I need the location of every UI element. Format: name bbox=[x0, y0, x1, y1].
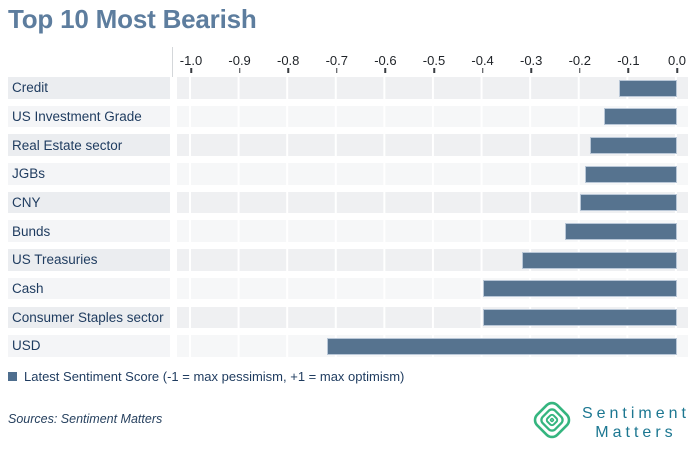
chart-row: US Treasuries bbox=[8, 249, 688, 278]
sentiment-bar bbox=[618, 79, 677, 97]
x-tick-mark bbox=[336, 68, 338, 73]
legend-label: Latest Sentiment Score (-1 = max pessimi… bbox=[24, 369, 405, 384]
row-plot bbox=[177, 105, 688, 128]
x-tick-label: -0.6 bbox=[374, 53, 397, 68]
row-plot bbox=[177, 249, 688, 271]
row-gap bbox=[170, 335, 177, 357]
x-tick-mark bbox=[238, 68, 241, 73]
chart-rows: Credit US Investment Grade Real Estate sec… bbox=[8, 77, 688, 364]
brand-logo: Sentiment Matters bbox=[531, 399, 690, 446]
row-label: US Treasuries bbox=[8, 249, 170, 271]
x-tick-label: -1.0 bbox=[179, 53, 203, 68]
row-gap bbox=[170, 106, 177, 128]
chart-row: Bunds bbox=[8, 220, 688, 249]
x-tick-mark bbox=[287, 68, 289, 73]
brand-logo-text: Sentiment Matters bbox=[582, 404, 690, 442]
x-tick-label: 0.0 bbox=[667, 53, 687, 68]
page-title: Top 10 Most Bearish bbox=[8, 4, 257, 34]
sentiment-bar bbox=[589, 136, 677, 154]
row-plot bbox=[177, 306, 688, 328]
x-tick-mark bbox=[481, 68, 484, 73]
row-label: Cash bbox=[8, 277, 170, 300]
row-plot bbox=[177, 335, 688, 357]
x-tick-mark bbox=[384, 68, 387, 73]
row-gap bbox=[170, 77, 177, 99]
brand-logo-line2: Matters bbox=[595, 423, 677, 441]
x-tick-mark bbox=[190, 68, 192, 73]
bar-chart: -1.0 -0.9 -0.8 -0.7 -0.6 -0.5 -0.4 -0.3 -0.2 -0.1… bbox=[8, 47, 688, 364]
x-tick-label: -0.1 bbox=[617, 53, 640, 68]
brand-logo-line1: Sentiment bbox=[581, 404, 690, 422]
sources-note: Sources: Sentiment Matters bbox=[8, 412, 163, 426]
row-label: Bunds bbox=[8, 220, 170, 242]
x-tick-label: -0.8 bbox=[276, 53, 300, 68]
row-gap bbox=[170, 192, 177, 214]
legend-swatch-icon bbox=[8, 372, 17, 381]
sentiment-bar bbox=[604, 108, 677, 126]
legend: Latest Sentiment Score (-1 = max pessimi… bbox=[8, 369, 404, 384]
x-tick-mark bbox=[676, 68, 678, 73]
row-label: CNY bbox=[8, 191, 170, 214]
chart-row: USD bbox=[8, 335, 688, 364]
row-plot bbox=[177, 134, 688, 156]
x-axis: -1.0 -0.9 -0.8 -0.7 -0.6 -0.5 -0.4 -0.3 -0.2 -0.1… bbox=[172, 47, 688, 77]
row-gap bbox=[170, 307, 177, 329]
row-gap bbox=[170, 249, 177, 271]
sentiment-bar bbox=[482, 309, 677, 326]
sentiment-bar bbox=[521, 251, 677, 269]
row-label: Real Estate sector bbox=[8, 134, 170, 156]
row-label: US Investment Grade bbox=[8, 105, 170, 128]
chart-row: Cash bbox=[8, 277, 688, 307]
row-label: USD bbox=[8, 335, 170, 357]
x-tick-mark bbox=[579, 68, 581, 73]
row-label: Consumer Staples sector bbox=[8, 306, 170, 328]
sentiment-bar bbox=[327, 337, 677, 355]
x-tick-mark bbox=[433, 68, 435, 73]
x-tick-label: -0.9 bbox=[228, 53, 251, 68]
row-plot bbox=[177, 220, 688, 242]
row-label: Credit bbox=[8, 77, 170, 99]
row-gap bbox=[170, 163, 177, 185]
chart-row: CNY bbox=[8, 191, 688, 221]
row-gap bbox=[170, 134, 177, 156]
nested-diamond-icon bbox=[531, 399, 573, 446]
x-tick-label: -0.5 bbox=[422, 53, 446, 68]
x-tick-label: -0.7 bbox=[325, 53, 348, 68]
row-plot bbox=[177, 77, 688, 99]
x-tick-label: -0.3 bbox=[519, 53, 543, 68]
x-tick-mark bbox=[627, 68, 630, 73]
row-gap bbox=[170, 220, 177, 242]
chart-row: JGBs bbox=[8, 163, 688, 192]
row-label: JGBs bbox=[8, 163, 170, 185]
chart-row: Credit bbox=[8, 77, 688, 106]
chart-row: Real Estate sector bbox=[8, 134, 688, 163]
row-plot bbox=[177, 277, 688, 300]
chart-row: US Investment Grade bbox=[8, 105, 688, 135]
chart-row: Consumer Staples sector bbox=[8, 306, 688, 336]
sentiment-bar bbox=[584, 165, 677, 183]
sentiment-bar bbox=[565, 222, 677, 240]
sentiment-bar bbox=[579, 194, 677, 212]
x-tick-label: -0.2 bbox=[568, 53, 591, 68]
sentiment-bar bbox=[482, 280, 677, 298]
row-plot bbox=[177, 191, 688, 214]
x-tick-label: -0.4 bbox=[471, 53, 494, 68]
row-gap bbox=[170, 278, 177, 300]
row-plot bbox=[177, 163, 688, 185]
x-tick-mark bbox=[530, 68, 532, 73]
